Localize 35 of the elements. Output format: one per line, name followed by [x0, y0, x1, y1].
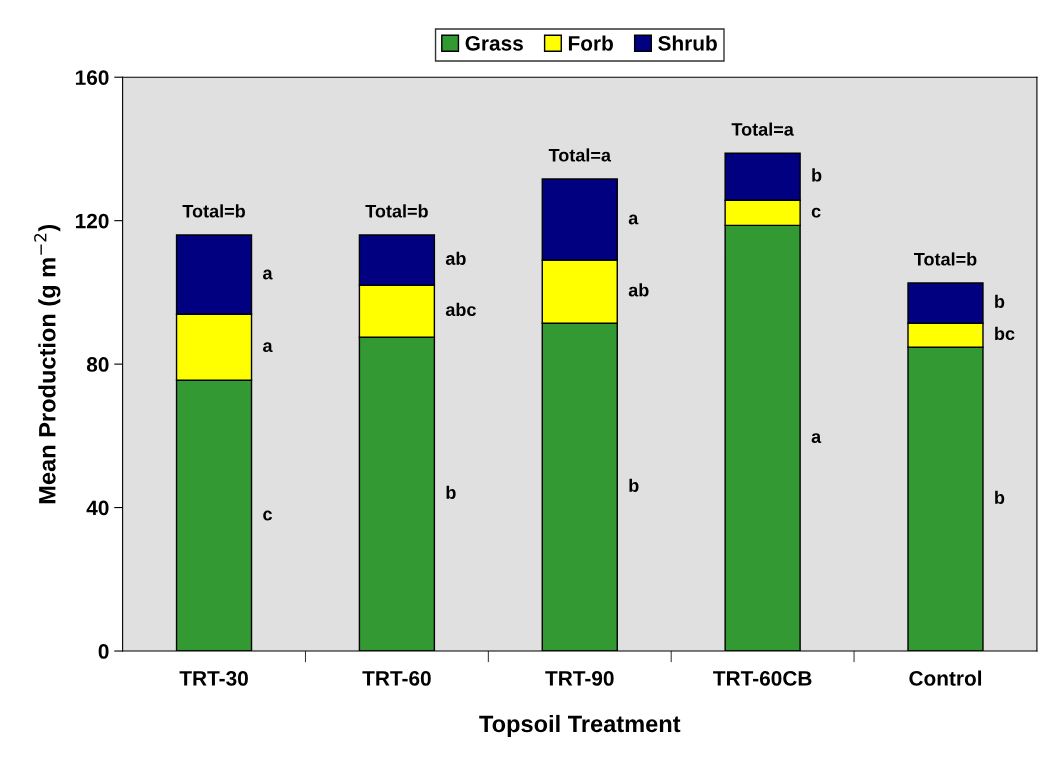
x-tick-label: TRT-30: [179, 671, 248, 686]
annotation: a: [628, 214, 639, 225]
annotation: b: [995, 490, 1005, 504]
annotation: Total=b: [914, 252, 977, 266]
legend-label: Grass: [465, 35, 523, 51]
x-tick-label: Control: [909, 670, 982, 686]
legend-label: Forb: [568, 35, 613, 51]
annotation: c: [811, 207, 821, 218]
annotation: b: [812, 168, 822, 182]
annotation: bc: [995, 326, 1015, 341]
y-tick-label: 80: [86, 357, 109, 372]
x-axis-title: Topsoil Treatment: [479, 714, 681, 737]
annotation: abc: [445, 302, 476, 317]
annotation: Total=a: [731, 122, 794, 136]
y-tick-label: 40: [86, 500, 109, 516]
y-tick-label: 0: [98, 644, 109, 659]
legend-label: Shrub: [658, 35, 717, 51]
annotation: a: [263, 269, 273, 280]
x-tick-label: TRT-90: [545, 671, 614, 686]
annotation: b: [446, 485, 456, 499]
y-axis-title: Mean Production (g m$^{−2}$): [34, 224, 61, 504]
annotation: a: [811, 433, 822, 444]
annotation: b: [995, 294, 1005, 308]
annotation: Total=b: [182, 204, 245, 218]
annotation: Total=a: [548, 148, 612, 162]
annotation: a: [263, 342, 273, 353]
annotation: Total=b: [365, 204, 428, 218]
annotation: ab: [628, 283, 649, 297]
x-tick-label: TRT-60: [362, 671, 431, 686]
annotation: ab: [445, 251, 466, 265]
annotation: c: [263, 510, 273, 521]
y-tick-label: 160: [75, 70, 109, 85]
y-tick-label: 120: [75, 213, 109, 229]
annotation: b: [629, 478, 639, 492]
x-tick-label: TRT-60CB: [713, 671, 812, 686]
